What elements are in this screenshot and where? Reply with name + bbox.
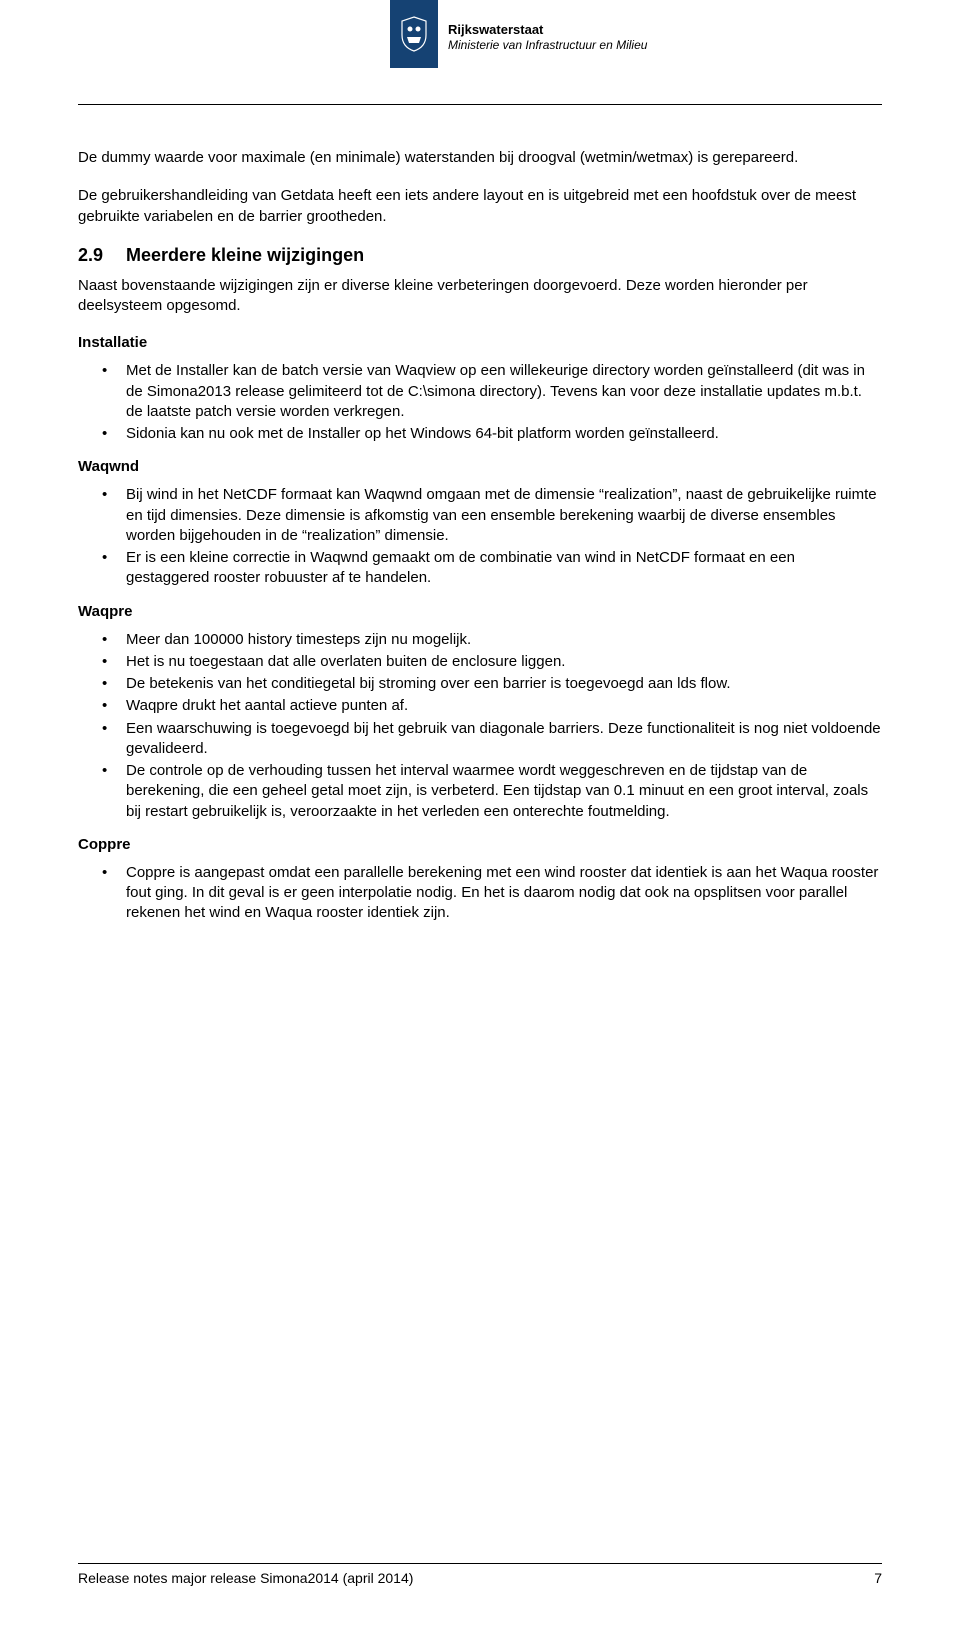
footer-divider — [78, 1563, 882, 1564]
paragraph: De dummy waarde voor maximale (en minima… — [78, 148, 882, 168]
list-waqpre: Meer dan 100000 history timesteps zijn n… — [78, 630, 882, 822]
list-item: De betekenis van het conditiegetal bij s… — [126, 674, 882, 694]
logo-line2: Ministerie van Infrastructuur en Milieu — [448, 38, 647, 53]
list-coppre: Coppre is aangepast omdat een parallelle… — [78, 863, 882, 924]
subheading-waqwnd: Waqwnd — [78, 458, 882, 475]
list-item: Meer dan 100000 history timesteps zijn n… — [126, 630, 882, 650]
subheading-waqpre: Waqpre — [78, 603, 882, 620]
footer-left: Release notes major release Simona2014 (… — [78, 1570, 413, 1586]
footer-row: Release notes major release Simona2014 (… — [78, 1570, 882, 1586]
crest-icon — [390, 0, 438, 68]
page-content: De dummy waarde voor maximale (en minima… — [0, 108, 960, 924]
subheading-coppre: Coppre — [78, 836, 882, 853]
subheading-installatie: Installatie — [78, 334, 882, 351]
list-item: De controle op de verhouding tussen het … — [126, 761, 882, 822]
paragraph: De gebruikershandleiding van Getdata hee… — [78, 186, 882, 227]
page-footer: Release notes major release Simona2014 (… — [78, 1563, 882, 1586]
list-item: Bij wind in het NetCDF formaat kan Waqwn… — [126, 485, 882, 546]
section-title: Meerdere kleine wijzigingen — [126, 245, 364, 265]
logo: Rijkswaterstaat Ministerie van Infrastru… — [390, 0, 647, 68]
list-item: Waqpre drukt het aantal actieve punten a… — [126, 696, 882, 716]
page-header: Rijkswaterstaat Ministerie van Infrastru… — [0, 0, 960, 108]
logo-line1: Rijkswaterstaat — [448, 22, 647, 38]
list-item: Het is nu toegestaan dat alle overlaten … — [126, 652, 882, 672]
list-item: Coppre is aangepast omdat een parallelle… — [126, 863, 882, 924]
list-item: Een waarschuwing is toegevoegd bij het g… — [126, 719, 882, 760]
list-installatie: Met de Installer kan de batch versie van… — [78, 361, 882, 444]
list-item: Sidonia kan nu ook met de Installer op h… — [126, 424, 882, 444]
logo-text: Rijkswaterstaat Ministerie van Infrastru… — [448, 0, 647, 53]
section-heading: 2.9Meerdere kleine wijzigingen — [78, 245, 882, 266]
section-number: 2.9 — [78, 245, 126, 266]
list-item: Met de Installer kan de batch versie van… — [126, 361, 882, 422]
list-waqwnd: Bij wind in het NetCDF formaat kan Waqwn… — [78, 485, 882, 588]
paragraph: Naast bovenstaande wijzigingen zijn er d… — [78, 276, 882, 317]
footer-page-number: 7 — [874, 1570, 882, 1586]
list-item: Er is een kleine correctie in Waqwnd gem… — [126, 548, 882, 589]
header-divider — [78, 104, 882, 105]
